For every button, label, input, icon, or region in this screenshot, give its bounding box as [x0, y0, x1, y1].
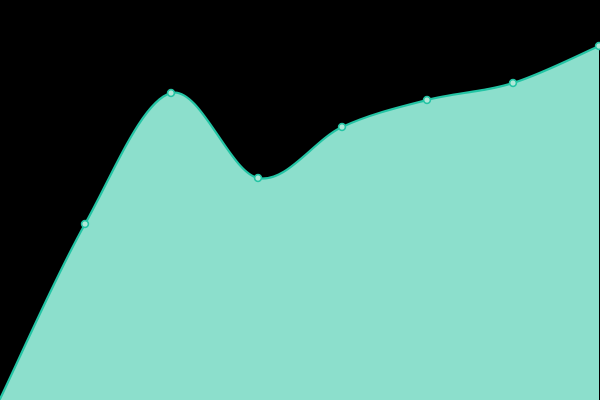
data-point-4[interactable]: [337, 122, 347, 132]
data-point-6[interactable]: [508, 78, 518, 88]
area-fill: [0, 46, 599, 400]
data-point-5[interactable]: [422, 95, 432, 105]
data-point-1[interactable]: [80, 219, 90, 229]
data-point-3[interactable]: [253, 173, 263, 183]
data-point-2[interactable]: [166, 88, 176, 98]
data-point-7[interactable]: [594, 41, 600, 51]
data-point-markers: [80, 41, 600, 229]
